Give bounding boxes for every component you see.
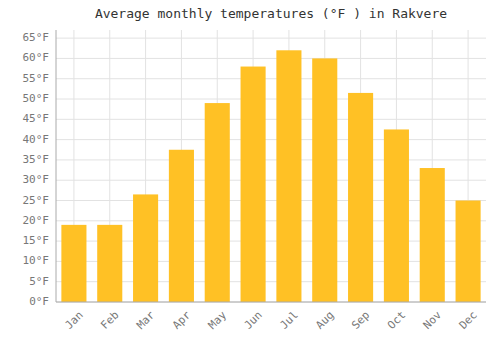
y-tick-label: 10°F: [23, 254, 50, 267]
bar: [348, 93, 373, 302]
chart: 0°F 5°F 10°F 15°F 20°F 25°F 30°F 35°F 40°F 45°F 50…: [0, 0, 500, 350]
y-axis-line: [56, 30, 57, 302]
bar: [276, 50, 301, 302]
grid: [56, 30, 486, 302]
y-grid-line: [56, 119, 486, 120]
bar: [205, 103, 230, 302]
y-grid-line: [56, 38, 486, 39]
x-tick-label: Mar: [134, 308, 158, 332]
bar: [97, 225, 122, 302]
chart-container: 0°F 5°F 10°F 15°F 20°F 25°F 30°F 35°F 40°F 45°F 50…: [0, 0, 500, 350]
bar: [241, 67, 266, 302]
y-grid-line: [56, 99, 486, 100]
y-grid-line: [56, 78, 486, 79]
y-tick-label: 5°F: [29, 275, 49, 288]
bars: [61, 50, 480, 302]
x-tick-label: Jan: [62, 309, 85, 332]
x-tick-label: Dec: [457, 309, 480, 332]
bar: [169, 150, 194, 302]
bar: [133, 194, 158, 302]
y-tick-label: 50°F: [23, 92, 50, 105]
y-grid-line: [56, 139, 486, 140]
bar: [312, 58, 337, 302]
bar: [61, 225, 86, 302]
y-tick-label: 55°F: [23, 72, 50, 85]
bar: [456, 201, 481, 302]
x-tick-label: Sep: [349, 309, 372, 332]
x-tick-label: Feb: [98, 309, 121, 332]
title: Average monthly temperatures (°F ) in Ra…: [95, 6, 447, 21]
x-tick-label: Jun: [242, 309, 265, 332]
x-tick-label: Oct: [385, 309, 408, 332]
y-tick-label: 45°F: [23, 112, 50, 125]
y-tick-label: 60°F: [23, 51, 50, 64]
y-tick-label: 40°F: [23, 133, 50, 146]
bar: [384, 129, 409, 302]
y-tick-label: 25°F: [23, 194, 50, 207]
x-axis-line: [56, 302, 486, 303]
y-tick-label: 15°F: [23, 234, 50, 247]
y-tick-label: 0°F: [29, 295, 49, 308]
y-tick-label: 20°F: [23, 214, 50, 227]
y-grid-line: [56, 159, 486, 160]
y-tick-label: 35°F: [23, 153, 50, 166]
y-grid-line: [56, 58, 486, 59]
bar: [420, 168, 445, 302]
y-grid-line: [56, 302, 486, 303]
y-tick-label: 65°F: [23, 31, 50, 44]
x-tick-label: May: [206, 308, 230, 332]
x-tick-label: Apr: [170, 308, 194, 332]
x-tick-label: Nov: [421, 308, 445, 332]
x-tick-label: Aug: [313, 309, 336, 332]
x-tick-label: Jul: [277, 309, 300, 332]
y-tick-label: 30°F: [23, 173, 50, 186]
